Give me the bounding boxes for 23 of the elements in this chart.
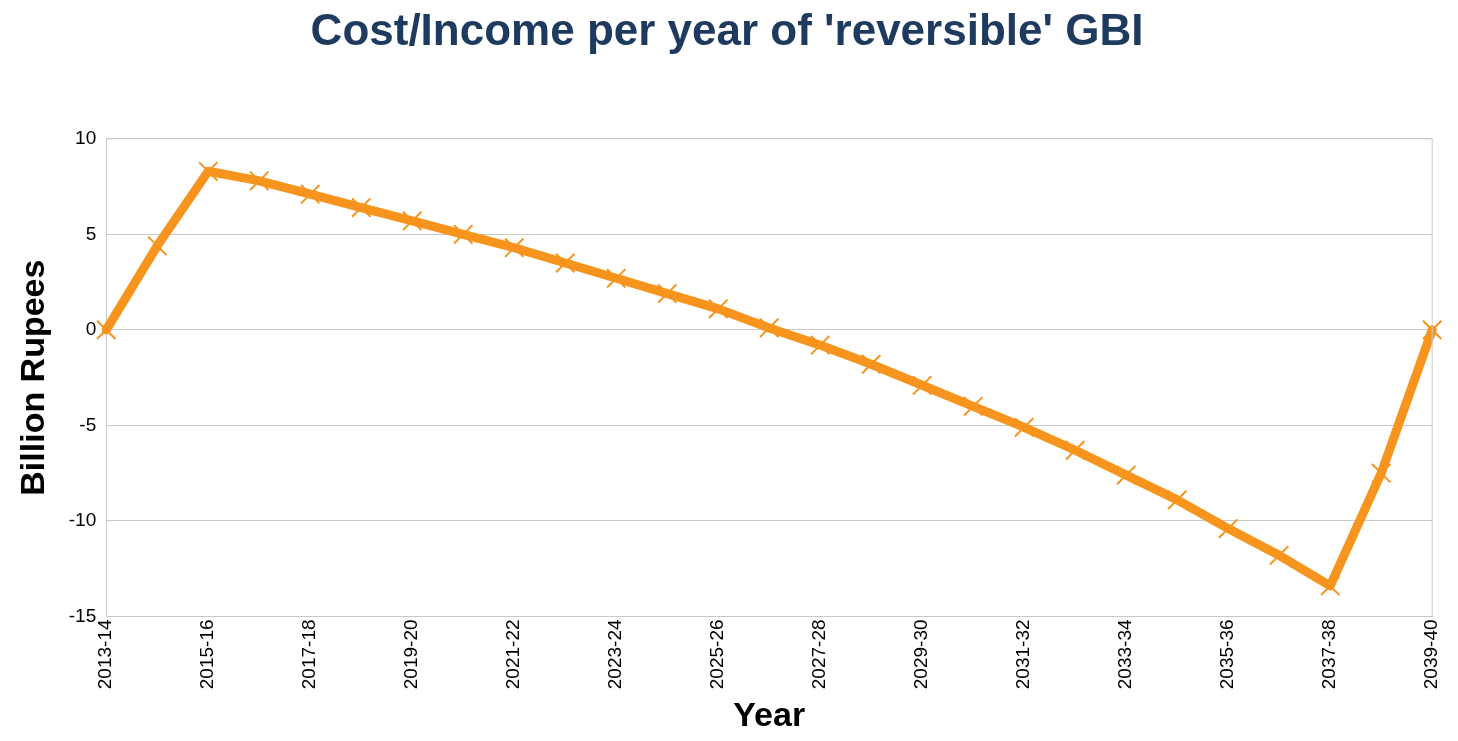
x-tick-label: 2037-38 <box>1318 619 1340 690</box>
x-tick-label: 2021-22 <box>502 619 524 690</box>
y-tick-label: 0 <box>85 318 97 340</box>
y-tick-label: -5 <box>79 413 97 435</box>
x-tick-label: 2029-30 <box>910 619 932 690</box>
x-tick-label: 2025-26 <box>706 619 728 690</box>
x-tick-label: 2015-16 <box>196 619 218 690</box>
x-tick-label: 2035-36 <box>1216 619 1238 690</box>
x-tick-label: 2033-34 <box>1114 619 1136 690</box>
x-tick-label: 2039-40 <box>1420 619 1442 690</box>
x-tick-label: 2013-14 <box>94 619 116 690</box>
y-tick-label: -15 <box>68 604 97 626</box>
x-tick-label: 2031-32 <box>1012 619 1034 690</box>
chart-title: Cost/Income per year of 'reversible' GBI <box>310 4 1144 54</box>
x-tick-label: 2023-24 <box>604 619 626 690</box>
y-tick-label: 10 <box>75 127 97 149</box>
y-tick-label: 5 <box>85 222 97 244</box>
y-axis-title: Billion Rupees <box>12 259 51 496</box>
x-tick-label: 2019-20 <box>400 619 422 690</box>
y-tick-label: -10 <box>68 509 97 531</box>
x-tick-label: 2027-28 <box>808 619 830 690</box>
x-axis-title: Year <box>733 694 806 733</box>
x-tick-label: 2017-18 <box>298 619 320 690</box>
